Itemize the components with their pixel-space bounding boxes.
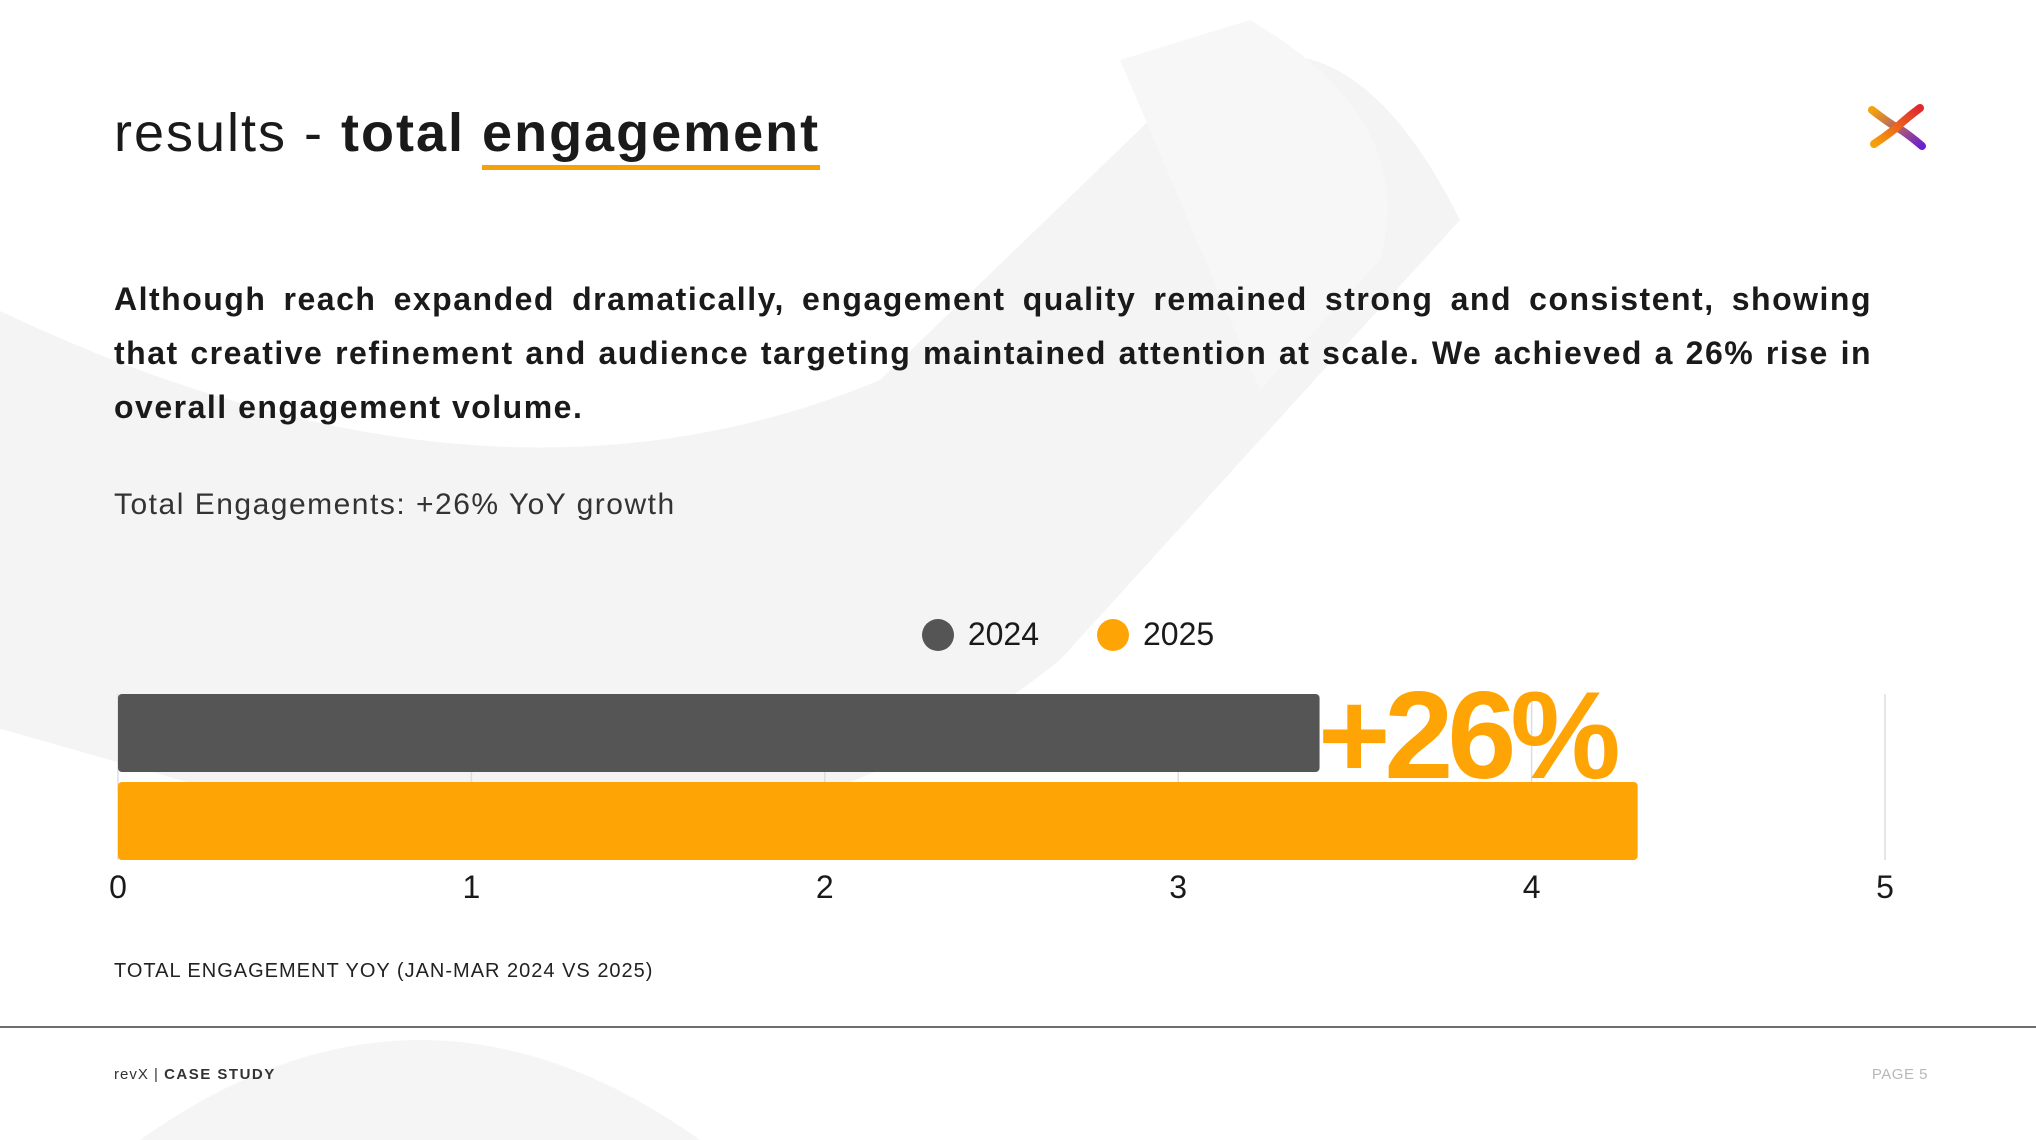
title-bold: total [341,103,483,163]
footer-divider [0,1026,2036,1028]
chart-caption: TOTAL ENGAGEMENT YOY (JAN-MAR 2024 VS 20… [114,960,654,982]
footer-brand-name: revX [114,1066,149,1083]
x-tick-label-3: 3 [1169,869,1187,905]
chart-subtitle: Total Engagements: +26% YoY growth [114,488,676,521]
page-title: results - total engagement [114,102,821,171]
summary-paragraph: Although reach expanded dramatically, en… [114,281,1872,425]
x-tick-label-2: 2 [816,869,834,905]
legend-label-2024: 2024 [967,616,1039,652]
title-underlined: engagement [482,103,821,171]
x-tick-label-4: 4 [1523,869,1541,905]
title-prefix: results - [114,103,342,163]
legend-item-2025: 2025 [1097,616,1214,653]
footer-label: CASE STUDY [164,1066,276,1083]
bar-2025 [118,782,1638,860]
footer-brand: revX | CASE STUDY [114,1066,276,1083]
revx-x-logo-icon [1868,104,1926,150]
x-tick-label-1: 1 [463,869,481,905]
legend-swatch-2024 [921,618,954,651]
x-tick-label-0: 0 [109,869,127,905]
growth-annotation: +26% [1318,667,1617,805]
chart-legend: 2024 2025 [0,616,2036,653]
legend-label-2025: 2025 [1143,616,1215,652]
bar-2024 [118,694,1320,772]
footer-separator: | [148,1066,165,1083]
page-number: PAGE 5 [1871,1066,1928,1083]
legend-swatch-2025 [1097,618,1129,651]
x-tick-label-5: 5 [1876,869,1894,905]
legend-item-2024: 2024 [921,616,1039,653]
